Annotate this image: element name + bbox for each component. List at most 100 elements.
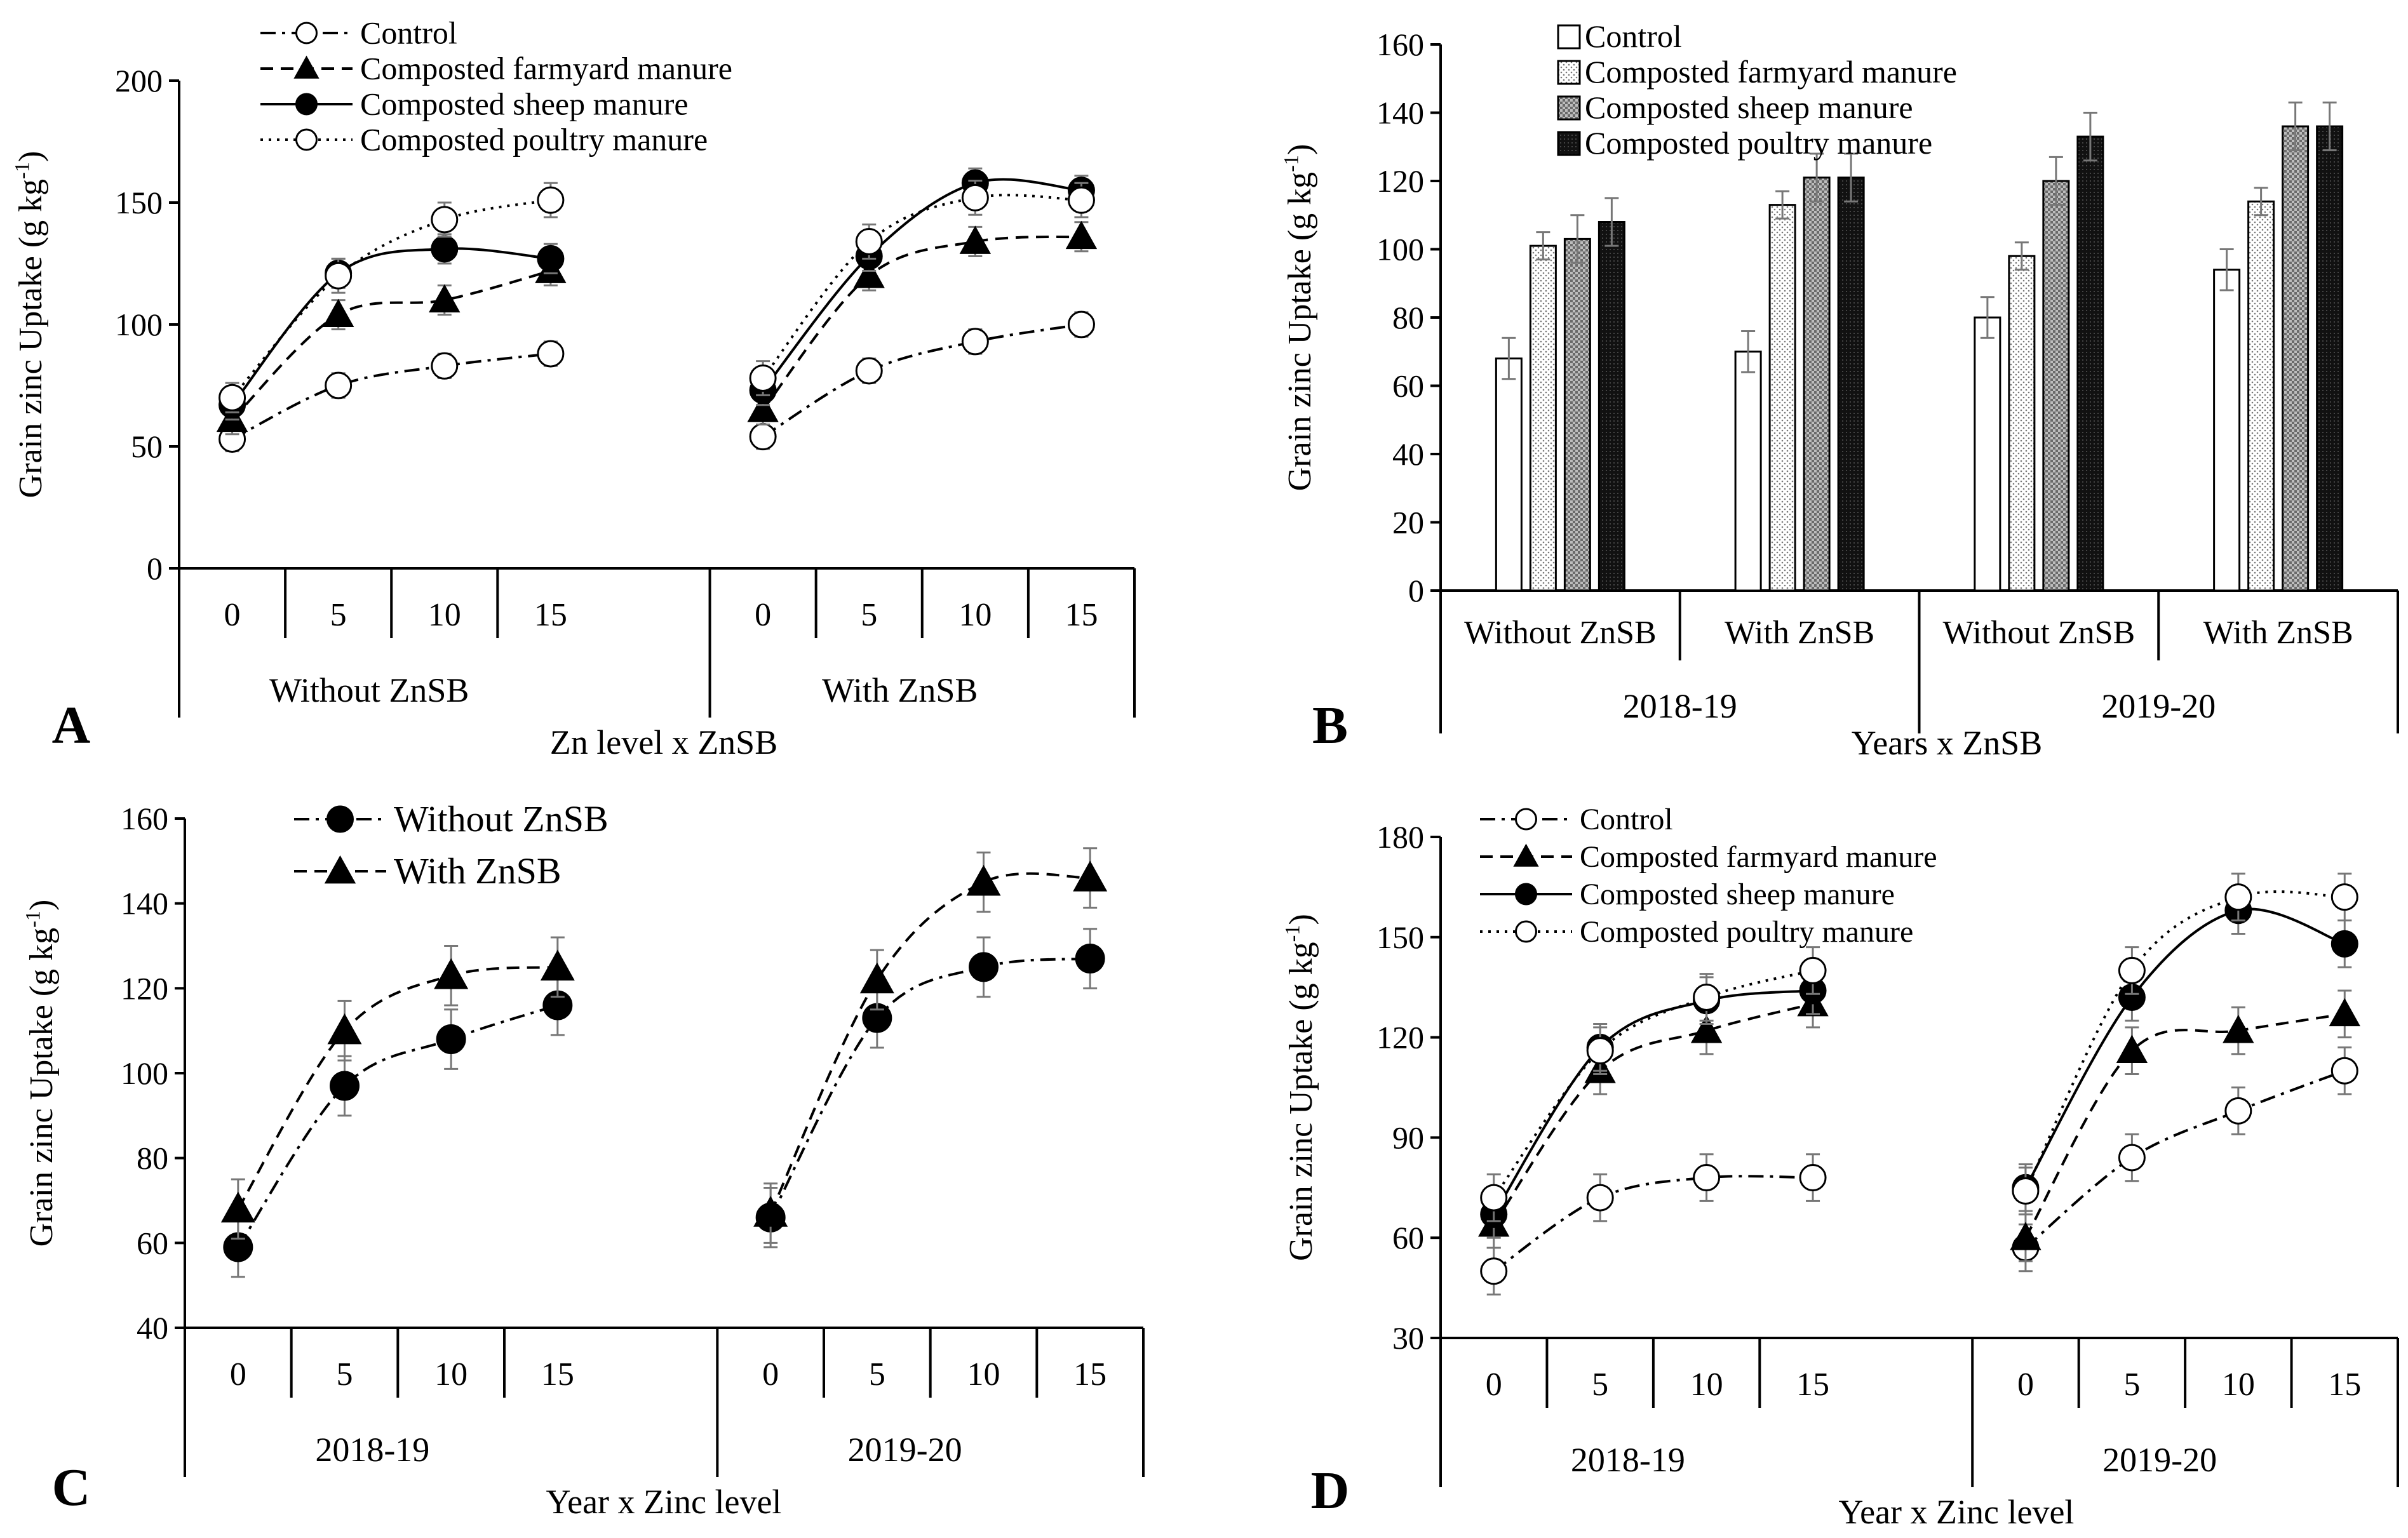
data-point <box>220 1191 255 1223</box>
data-point <box>431 235 459 263</box>
x-group-label: 2019-20 <box>2102 1441 2217 1479</box>
bar <box>1495 358 1523 592</box>
y-tick-label: 60 <box>137 1225 168 1260</box>
legend-marker <box>295 22 318 44</box>
data-point <box>1690 1015 1723 1043</box>
legend-label: Composted sheep manure <box>360 86 689 122</box>
series-composted-poultry-manure <box>1480 873 2358 1222</box>
data-point <box>2224 883 2252 911</box>
data-point <box>859 962 894 994</box>
data-point <box>855 357 883 385</box>
series-line <box>1493 1003 1813 1226</box>
legend-marker <box>326 805 354 833</box>
error-bar <box>1570 214 1585 264</box>
panel-letter: A <box>52 696 91 755</box>
x-group-label: 2018-19 <box>315 1431 429 1469</box>
data-point <box>1586 1037 1614 1065</box>
data-point <box>2012 1177 2040 1205</box>
series-without-znsb <box>223 928 1105 1278</box>
series-line <box>762 178 1082 391</box>
x-tick-label: 0 <box>1486 1367 1502 1403</box>
series-line <box>1493 1175 1813 1273</box>
y-tick-label: 140 <box>121 886 168 921</box>
legend-label: Without ZnSB <box>394 798 609 839</box>
axes: 0 20 40 60 80 100 120 140 160 Grain zinc Uptake (… <box>1279 27 2399 762</box>
y-tick-label: 100 <box>115 307 163 342</box>
legend-marker <box>293 55 319 79</box>
series-line <box>231 269 551 421</box>
series-control <box>1480 1046 2358 1296</box>
data-point <box>855 227 883 255</box>
bar <box>1563 237 1591 592</box>
series-line <box>231 352 551 441</box>
y-tick-label: 30 <box>1392 1320 1424 1356</box>
x-tick-label: 0 <box>755 597 771 633</box>
error-bar <box>1775 190 1790 220</box>
y-tick-label: 40 <box>1392 436 1424 472</box>
data-point <box>2010 1222 2041 1250</box>
legend-label: Control <box>360 15 457 51</box>
series-line <box>769 872 1091 1214</box>
legend-marker <box>1515 808 1537 831</box>
x-group-label: 2018-19 <box>1571 1441 1685 1479</box>
x-tick-label: 5 <box>330 597 347 633</box>
legend-marker <box>295 128 318 151</box>
legend-label: Composted farmyard manure <box>360 51 732 86</box>
legend-label: Composted farmyard manure <box>1585 54 1957 90</box>
series-composted-sheep-manure <box>1563 101 2310 592</box>
data-point <box>2118 1144 2146 1172</box>
series-composted-poultry-manure <box>1597 101 2344 592</box>
series-line <box>769 957 1091 1219</box>
y-tick-label: 90 <box>1392 1120 1424 1155</box>
data-point <box>537 244 565 272</box>
data-point <box>2331 883 2358 911</box>
series-line <box>1493 969 1813 1199</box>
error-bar <box>2288 101 2303 152</box>
error-bar <box>1980 296 1994 339</box>
legend: Without ZnSB With ZnSB <box>294 798 609 892</box>
data-point <box>2118 956 2146 984</box>
y-tick-label: 40 <box>137 1310 168 1346</box>
series-line <box>2024 907 2345 1189</box>
series-control <box>1495 248 2241 592</box>
error-bar <box>2219 248 2234 291</box>
bar <box>1529 244 1557 592</box>
x-tick-label: 15 <box>2328 1367 2361 1403</box>
data-point <box>1480 1257 1508 1285</box>
data-point <box>537 340 565 368</box>
panel-letter: D <box>1311 1461 1350 1520</box>
data-point <box>1480 1184 1508 1212</box>
x-tick-label: 10 <box>958 597 992 633</box>
x-tick-label: Without ZnSB <box>1464 615 1657 651</box>
x-group-label: 2018-19 <box>1623 687 1737 725</box>
y-axis-label: Grain zinc Uptake (g kg-1) <box>21 900 60 1247</box>
data-point <box>969 952 999 982</box>
panel-b: 0 20 40 60 80 100 120 140 160 Grain zinc Uptake (… <box>1279 18 2399 762</box>
error-bar <box>2014 241 2029 271</box>
legend-marker <box>1515 920 1537 943</box>
y-tick-label: 80 <box>1392 300 1424 335</box>
x-tick-label: 10 <box>434 1356 467 1393</box>
y-tick-label: 120 <box>1376 1020 1424 1055</box>
x-group-label: Without ZnSB <box>269 671 469 709</box>
data-point <box>959 225 992 254</box>
data-point <box>537 186 565 214</box>
legend-marker <box>1515 883 1537 906</box>
x-tick-label: 5 <box>1592 1367 1608 1403</box>
y-tick-label: 160 <box>121 801 168 836</box>
x-tick-label: 5 <box>2123 1367 2140 1403</box>
legend-label: Control <box>1585 18 1682 54</box>
error-bar <box>1502 337 1516 380</box>
legend-marker <box>1513 843 1539 867</box>
y-tick-label: 0 <box>1408 573 1424 608</box>
series-line <box>2024 890 2345 1192</box>
data-point <box>1586 1184 1614 1212</box>
data-point <box>1067 311 1095 338</box>
x-group-label: 2019-20 <box>2101 687 2216 725</box>
bar <box>2008 255 2036 592</box>
y-tick-label: 150 <box>1376 919 1424 955</box>
bar <box>2247 200 2275 592</box>
